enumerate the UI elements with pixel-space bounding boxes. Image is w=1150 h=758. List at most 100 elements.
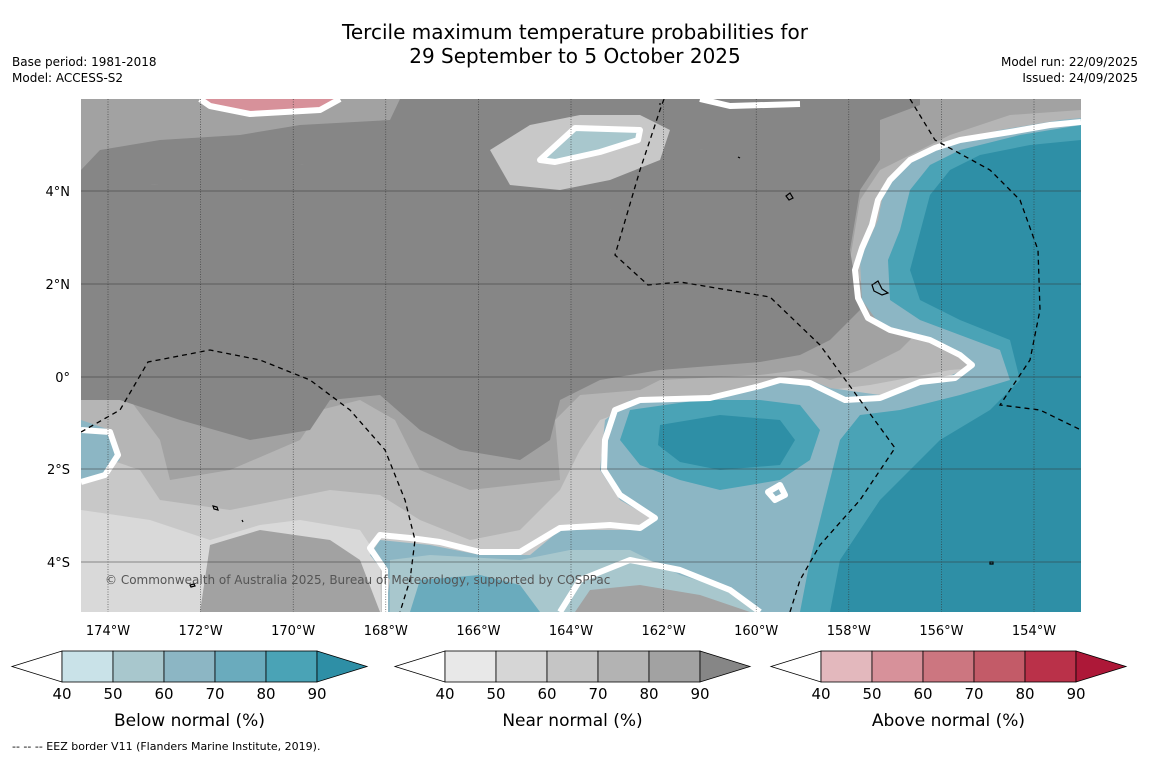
base-period: Base period: 1981-2018 bbox=[12, 55, 157, 69]
eez-borders bbox=[81, 99, 1081, 612]
colorbar-tick-label: 80 bbox=[256, 685, 275, 703]
colorbar: 40 50 60 70 80 90 Near normal (%) bbox=[393, 650, 752, 731]
colorbar-tick-label: 80 bbox=[639, 685, 658, 703]
colorbar-segment bbox=[214, 650, 267, 683]
contour-line bbox=[537, 125, 643, 165]
longitude-label: 170°W bbox=[271, 624, 315, 639]
colorbar-tick-label: 90 bbox=[307, 685, 326, 703]
contour-line bbox=[557, 557, 762, 612]
contour-line bbox=[367, 119, 1081, 612]
colorbar-tick-label: 40 bbox=[811, 685, 830, 703]
meta-right: Model run: 22/09/2025 Issued: 24/09/2025 bbox=[1001, 54, 1138, 86]
island bbox=[737, 156, 741, 159]
contour-line bbox=[198, 99, 342, 117]
colorbar-segment bbox=[871, 650, 924, 683]
near-normal-core bbox=[81, 99, 920, 460]
colorbar-tick-label: 70 bbox=[588, 685, 607, 703]
eez-border bbox=[909, 99, 1081, 431]
latitude-label: 4°N bbox=[46, 185, 71, 200]
title-line-1: Tercile maximum temperature probabilitie… bbox=[342, 20, 808, 44]
colorbar-label: Above normal (%) bbox=[872, 711, 1025, 731]
colorbar-segment bbox=[820, 650, 873, 683]
near-normal-region bbox=[200, 530, 380, 612]
colorbar-segment bbox=[265, 650, 318, 683]
below-normal-core bbox=[658, 415, 795, 470]
colorbar: 40 50 60 70 80 90 Above normal (%) bbox=[769, 650, 1128, 731]
copyright-text: © Commonwealth of Australia 2025, Bureau… bbox=[105, 573, 610, 587]
latitude-label: 4°S bbox=[47, 556, 70, 571]
colorbar-high-extend bbox=[316, 650, 369, 683]
meta-left: Base period: 1981-2018 Model: ACCESS-S2 bbox=[12, 54, 157, 86]
model-run: Model run: 22/09/2025 bbox=[1000, 55, 1138, 69]
below-normal-region bbox=[410, 575, 540, 612]
colorbar-low-extend bbox=[769, 650, 822, 683]
colorbar-segment bbox=[1024, 650, 1077, 683]
longitude-label: 172°W bbox=[179, 624, 223, 639]
longitude-label: 168°W bbox=[364, 624, 408, 639]
colorbar-tick-label: 40 bbox=[435, 685, 454, 703]
colorbar: 40 50 60 70 80 90 Below normal (%) bbox=[10, 650, 369, 731]
latitude-label: 0° bbox=[55, 371, 70, 386]
colorbar-segment bbox=[61, 650, 114, 683]
latitude-label: 2°N bbox=[46, 278, 71, 293]
colorbar-segment bbox=[648, 650, 701, 683]
colorbar-tick-label: 90 bbox=[1066, 685, 1085, 703]
map-field bbox=[81, 99, 1081, 612]
longitude-label: 166°W bbox=[456, 624, 500, 639]
colorbar-label: Below normal (%) bbox=[114, 711, 265, 731]
colorbar-segment bbox=[495, 650, 548, 683]
colorbar-tick-label: 60 bbox=[537, 685, 556, 703]
colorbar-tick-label: 50 bbox=[862, 685, 881, 703]
colorbar-tick-label: 50 bbox=[103, 685, 122, 703]
colorbar-label: Near normal (%) bbox=[502, 711, 642, 731]
colorbar-low-extend bbox=[393, 650, 446, 683]
colorbar-segment bbox=[597, 650, 650, 683]
colorbar-tick-label: 70 bbox=[205, 685, 224, 703]
eez-footnote: -- -- -- EEZ border V11 (Flanders Marine… bbox=[12, 740, 321, 753]
title-line-2: 29 September to 5 October 2025 bbox=[409, 44, 741, 68]
colorbar-segment bbox=[973, 650, 1026, 683]
near-normal-region bbox=[81, 99, 400, 170]
island bbox=[241, 519, 244, 523]
colorbar-tick-label: 60 bbox=[913, 685, 932, 703]
colorbar-tick-label: 60 bbox=[154, 685, 173, 703]
colorbar-high-extend bbox=[699, 650, 752, 683]
below-normal-region bbox=[540, 128, 640, 160]
colorbar-tick-label: 50 bbox=[486, 685, 505, 703]
colorbar-low-extend bbox=[10, 650, 63, 683]
issued-date: Issued: 24/09/2025 bbox=[1022, 71, 1138, 85]
colorbar-segment bbox=[444, 650, 497, 683]
islands bbox=[189, 103, 994, 588]
longitude-label: 156°W bbox=[919, 624, 963, 639]
longitude-label: 154°W bbox=[1012, 624, 1056, 639]
island bbox=[785, 192, 794, 201]
colorbar-tick-label: 70 bbox=[964, 685, 983, 703]
model-name: Model: ACCESS-S2 bbox=[12, 71, 124, 85]
below-normal-core bbox=[830, 140, 1081, 612]
colorbar-segment bbox=[546, 650, 599, 683]
colorbar-segment bbox=[112, 650, 165, 683]
axis-labels: 174°W 172°W 170°W 168°W 166°W 164°W 162°W 160°W… bbox=[46, 185, 1057, 639]
eez-border bbox=[81, 349, 416, 612]
longitude-label: 164°W bbox=[549, 624, 593, 639]
contour-line bbox=[699, 99, 801, 109]
longitude-label: 160°W bbox=[734, 624, 778, 639]
gridlines bbox=[81, 99, 1081, 612]
longitude-label: 174°W bbox=[86, 624, 130, 639]
island bbox=[212, 505, 219, 511]
contour-line bbox=[765, 482, 788, 503]
colorbar-tick-label: 90 bbox=[690, 685, 709, 703]
latitude-label: 2°S bbox=[47, 463, 70, 478]
colorbar-segment bbox=[163, 650, 216, 683]
probability-contours bbox=[81, 99, 1081, 612]
legends: 40 50 60 70 80 90 Below normal (%) 40 50 60 70 80 90… bbox=[10, 650, 1128, 731]
longitude-label: 162°W bbox=[642, 624, 686, 639]
island bbox=[189, 583, 196, 588]
colorbar-segment bbox=[922, 650, 975, 683]
chart-title: Tercile maximum temperature probabilitie… bbox=[0, 20, 1150, 68]
colorbar-high-extend bbox=[1075, 650, 1128, 683]
colorbar-tick-label: 40 bbox=[52, 685, 71, 703]
island bbox=[871, 280, 890, 296]
longitude-label: 158°W bbox=[827, 624, 871, 639]
